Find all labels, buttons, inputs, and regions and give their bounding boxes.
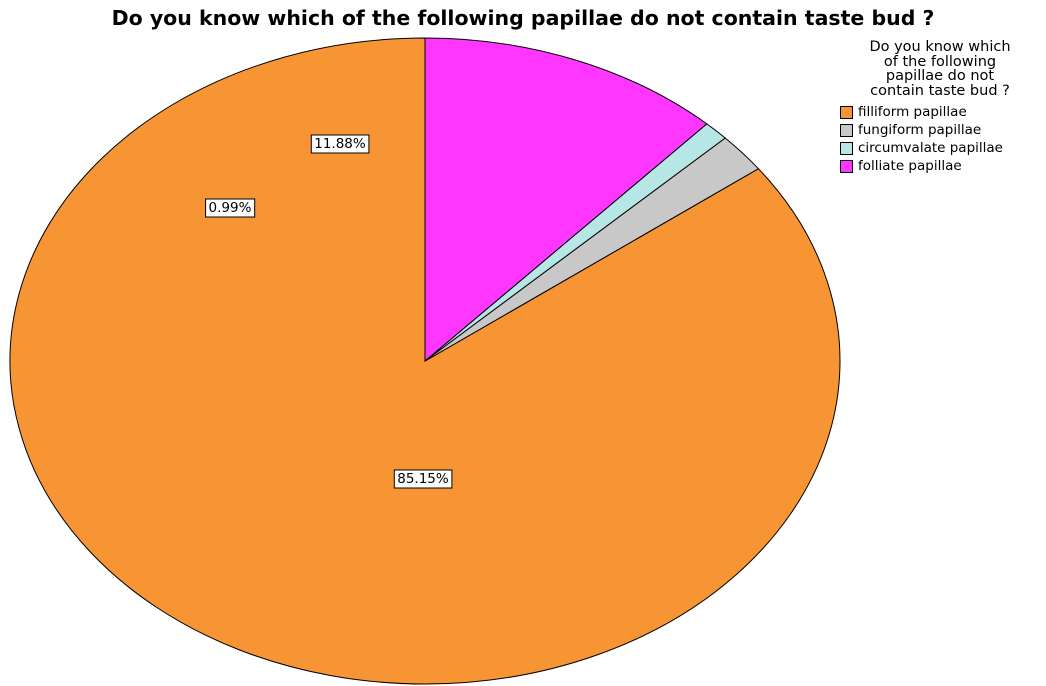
legend-title-line: Do you know which xyxy=(869,39,1011,55)
legend-item-circumvalate: circumvalate papillae xyxy=(836,139,1046,157)
chart-title: Do you know which of the following papil… xyxy=(111,6,935,30)
legend: Do you know which of the following papil… xyxy=(836,40,1046,175)
data-label-filliform: 85.15% xyxy=(393,469,453,489)
legend-label: circumvalate papillae xyxy=(858,140,1003,156)
pie-slice-folliate xyxy=(424,37,708,363)
legend-label: folliate papillae xyxy=(858,158,962,174)
legend-item-folliate: folliate papillae xyxy=(836,157,1046,175)
data-label-box xyxy=(393,469,453,489)
legend-title-line: contain taste bud ? xyxy=(870,82,1010,99)
legend-label: filliform papillae xyxy=(858,104,967,120)
legend-title-line: of the following xyxy=(883,53,997,70)
legend-label: fungiform papillae xyxy=(858,122,982,138)
legend-swatch xyxy=(840,159,853,173)
data-label-box xyxy=(205,198,256,218)
data-label-circumvalate: 0.99% xyxy=(205,198,256,218)
data-label-box xyxy=(310,134,370,154)
data-label-text: 85.15% xyxy=(397,471,449,487)
pie-slices xyxy=(9,37,841,685)
legend-items: filliform papillae fungiform papillae ci… xyxy=(836,103,1046,175)
legend-item-fungiform: fungiform papillae xyxy=(836,121,1046,139)
data-label-text: 0.99% xyxy=(209,200,252,216)
legend-swatch xyxy=(840,123,853,137)
data-label-folliate: 11.88% xyxy=(310,134,370,154)
legend-title: Do you know which of the following papil… xyxy=(836,40,1044,98)
pie-data-labels: 85.15% 0.99% 11.88% xyxy=(205,134,453,489)
legend-title-line: papillae do not xyxy=(885,68,995,84)
legend-swatch xyxy=(840,105,853,119)
legend-item-filliform: filliform papillae xyxy=(836,103,1046,121)
legend-swatch xyxy=(840,141,853,155)
data-label-text: 11.88% xyxy=(314,136,366,152)
